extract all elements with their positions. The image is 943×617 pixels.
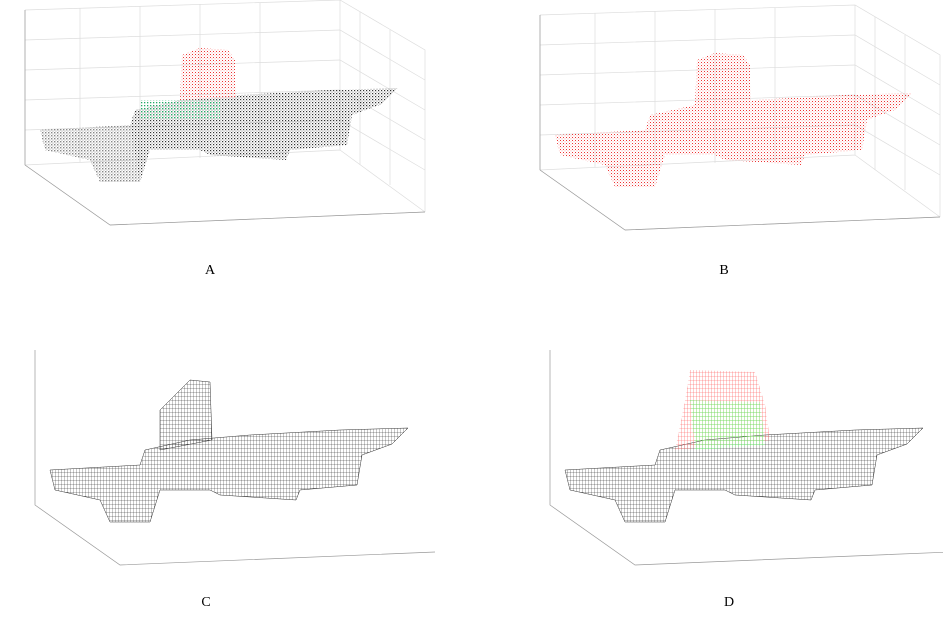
point-cloud-segment xyxy=(140,100,220,120)
panel-a xyxy=(24,0,426,226)
panel-label: D xyxy=(723,595,735,610)
panel-label: C xyxy=(201,595,211,610)
point-cloud-segment xyxy=(180,48,236,100)
point-cloud-segment xyxy=(40,125,140,182)
panel-b xyxy=(539,4,941,231)
voxel-segment xyxy=(690,400,765,450)
panel-label: A xyxy=(204,263,216,278)
voxel-grid xyxy=(49,427,409,523)
panel-c xyxy=(34,349,436,566)
point-cloud-segment xyxy=(695,53,751,105)
voxel-grid xyxy=(159,379,213,451)
point-cloud xyxy=(555,93,913,187)
panel-label: B xyxy=(719,263,729,278)
panel-d xyxy=(549,349,943,566)
